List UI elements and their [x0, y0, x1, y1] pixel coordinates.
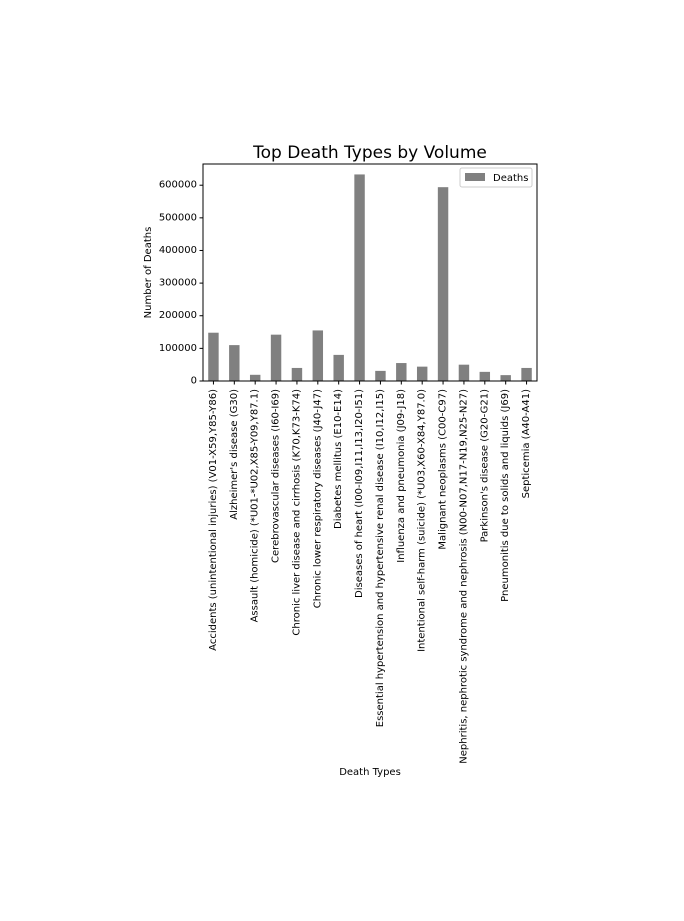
- x-tick-label-2: Assault (homicide) (*U01-*U02,X85-Y09,Y8…: [250, 389, 261, 622]
- x-tick-label-11: Malignant neoplasms (C00-C97): [438, 389, 449, 550]
- bar-10: [416, 366, 428, 381]
- y-tick-label-5: 500000: [159, 212, 197, 223]
- y-tick-label-1: 100000: [159, 343, 197, 354]
- x-axis-label: Death Types: [339, 767, 401, 778]
- x-tick-label-0: Accidents (unintentional injuries) (V01-…: [208, 389, 219, 651]
- x-tick-label-5: Chronic lower respiratory diseases (J40-…: [312, 389, 323, 608]
- legend-swatch-deaths: [465, 173, 485, 181]
- legend-label-deaths: Deaths: [493, 173, 528, 184]
- x-tick-label-7: Diseases of heart (I00-I09,I11,I13,I20-I…: [354, 389, 365, 598]
- x-tick-label-6: Diabetes mellitus (E10-E14): [333, 389, 344, 529]
- bar-7: [354, 174, 365, 381]
- bar-8: [375, 370, 386, 381]
- y-tick-label-3: 300000: [159, 278, 197, 289]
- bar-1: [229, 345, 240, 381]
- bar-2: [249, 374, 261, 381]
- bars-group: [208, 174, 532, 381]
- x-tick-label-14: Pneumonitis due to solids and liquids (J…: [500, 389, 511, 602]
- x-tick-label-8: Essential hypertension and hypertensive …: [375, 389, 386, 727]
- bar-11: [437, 187, 449, 381]
- x-tick-label-12: Nephritis, nephrotic syndrome and nephro…: [458, 389, 469, 764]
- bar-0: [208, 332, 219, 381]
- x-axis: Accidents (unintentional injuries) (V01-…: [208, 381, 532, 764]
- x-tick-label-15: Septicemia (A40-A41): [521, 389, 532, 498]
- bar-9: [396, 363, 407, 381]
- bar-15: [521, 367, 532, 381]
- bar-13: [479, 371, 491, 381]
- x-tick-label-3: Cerebrovascular diseases (I60-I69): [271, 389, 282, 563]
- x-tick-label-4: Chronic liver disease and cirrhosis (K70…: [291, 389, 302, 636]
- bar-4: [291, 367, 303, 381]
- x-tick-label-10: Intentional self-harm (suicide) (*U03,X6…: [417, 389, 428, 652]
- y-tick-label-4: 400000: [159, 245, 197, 256]
- x-tick-label-9: Influenza and pneumonia (J09-J18): [396, 389, 407, 563]
- bar-5: [312, 330, 324, 381]
- chart-title: Top Death Types by Volume: [252, 143, 487, 163]
- plot-frame: [202, 163, 538, 382]
- y-axis: 0 100000 200000 300000 400000 500000 600000: [159, 180, 203, 387]
- legend: Deaths: [459, 167, 533, 188]
- legend-box: [459, 167, 533, 188]
- bar-12: [458, 364, 470, 381]
- y-axis-label: Number of Deaths: [143, 227, 154, 319]
- x-tick-label-1: Alzheimer's disease (G30): [229, 389, 240, 520]
- y-tick-label-6: 600000: [159, 180, 197, 191]
- bar-3: [270, 334, 282, 381]
- bar-14: [500, 375, 511, 381]
- x-tick-label-13: Parkinson's disease (G20-G21): [479, 389, 490, 543]
- bar-6: [333, 354, 344, 381]
- y-tick-label-2: 200000: [159, 310, 197, 321]
- y-tick-label-0: 0: [191, 376, 197, 387]
